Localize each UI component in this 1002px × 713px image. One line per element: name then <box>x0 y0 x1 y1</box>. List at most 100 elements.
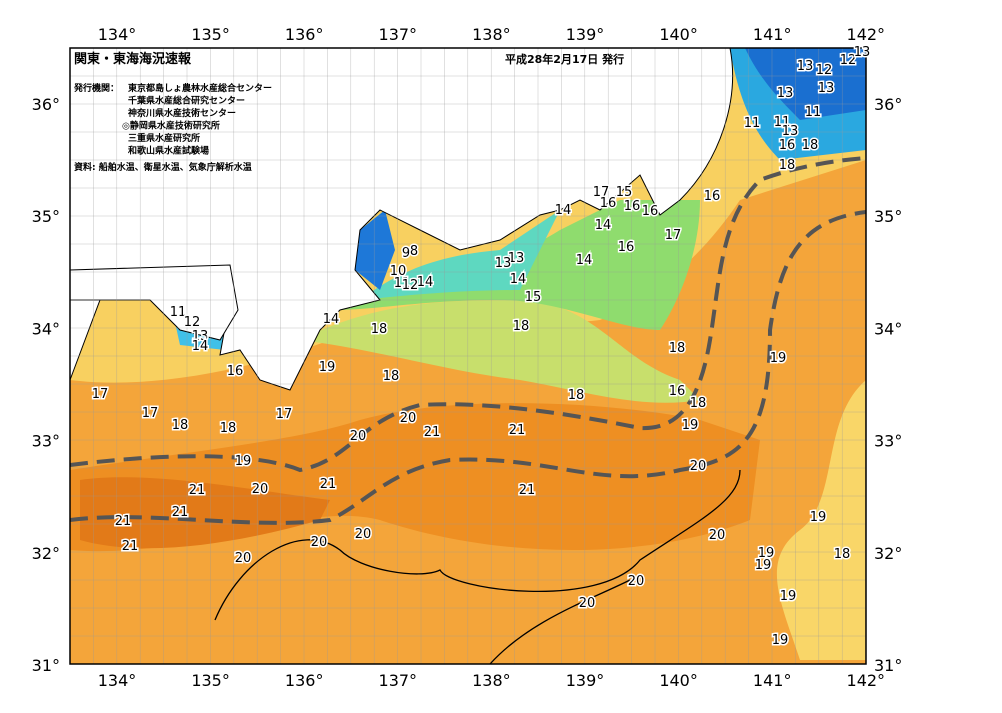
contour-label: 18 <box>383 369 400 384</box>
contour-label: 14 <box>555 203 572 218</box>
contour-label: 12 <box>184 315 201 330</box>
contour-label: 15 <box>616 185 633 200</box>
contour-label: 13 <box>495 256 512 271</box>
issuer: 三重県水産研究所 <box>128 132 200 144</box>
contour-label: 18 <box>802 138 819 153</box>
title: 関東・東海海況速報 <box>74 51 192 67</box>
contour-label: 11 <box>394 276 411 291</box>
lat-tick-label: 36° <box>874 95 902 114</box>
lon-tick-label: 139° <box>566 671 605 690</box>
contour-label: 18 <box>371 322 388 337</box>
contour-label: 14 <box>417 275 434 290</box>
contour-label: 16 <box>227 364 244 379</box>
grid <box>70 48 866 664</box>
sea-east-cool <box>776 380 866 660</box>
lon-tick-label: 138° <box>472 25 511 44</box>
lat-tick-label: 33° <box>874 432 902 451</box>
contour-label: 19 <box>755 558 772 573</box>
contour-label: 13 <box>782 124 799 139</box>
contour-label: 21 <box>320 477 337 492</box>
contour-label: 19 <box>758 546 775 561</box>
contour-label: 10 <box>390 264 407 279</box>
contour-label: 20 <box>252 482 269 497</box>
contour-label: 11 <box>774 115 791 130</box>
contour-label: 19 <box>235 454 252 469</box>
contour-label: 18 <box>779 158 796 173</box>
lat-tick-label: 32° <box>874 544 902 563</box>
contour-label: 20 <box>235 551 252 566</box>
contour-label: 19 <box>810 510 827 525</box>
contour-label: 20 <box>400 411 417 426</box>
lon-tick-label: 142° <box>847 671 886 690</box>
contour-label: 12 <box>816 63 833 78</box>
contour-label: 20 <box>628 574 645 589</box>
contour-label: 19 <box>772 633 789 648</box>
lat-tick-label: 34° <box>32 319 60 338</box>
contour-label: 19 <box>770 351 787 366</box>
lat-tick-label: 34° <box>874 319 902 338</box>
lon-tick-label: 136° <box>285 671 324 690</box>
sea-cool-band <box>300 300 700 403</box>
contour-label: 18 <box>690 396 707 411</box>
contour-label: 14 <box>595 218 612 233</box>
contour-label: 12 <box>402 278 419 293</box>
contour-label: 18 <box>220 421 237 436</box>
issuers: 東京都島しょ農林水産総合センター千葉県水産総合研究センター神奈川県水産技術センタ… <box>122 82 272 157</box>
contour-label: 14 <box>192 339 209 354</box>
lon-tick-label: 137° <box>379 25 418 44</box>
contour-label: 16 <box>704 189 721 204</box>
contour-label: 21 <box>122 539 139 554</box>
lon-tick-label: 135° <box>191 25 230 44</box>
contour-label: 15 <box>525 290 542 305</box>
issuer: 和歌山県水産試験場 <box>127 145 209 157</box>
contour-label: 13 <box>508 251 525 266</box>
lon-tick-label: 134° <box>98 671 137 690</box>
lat-tick-label: 35° <box>32 207 60 226</box>
lon-tick-label: 137° <box>379 671 418 690</box>
kuroshio-south <box>70 210 866 525</box>
issuer: 千葉県水産総合研究センター <box>128 95 245 107</box>
contour-label: 16 <box>779 138 796 153</box>
contour-label: 8 <box>410 244 418 259</box>
contour-label: 21 <box>509 423 526 438</box>
contour-label: 20 <box>311 535 328 550</box>
contour-label: 17 <box>142 406 159 421</box>
sea-coldest <box>745 48 866 120</box>
issuer: 神奈川県水産技術センター <box>128 107 236 119</box>
contour-label: 18 <box>513 319 530 334</box>
kuroshio-north <box>70 156 866 473</box>
contour-label: 11 <box>805 105 822 120</box>
contour-label: 16 <box>600 196 617 211</box>
lat-tick-label: 35° <box>874 207 902 226</box>
lat-tick-label: 31° <box>32 656 60 675</box>
lon-tick-label: 140° <box>659 671 698 690</box>
lon-tick-label: 134° <box>98 25 137 44</box>
contour-label: 9 <box>402 246 410 261</box>
contour-label: 21 <box>172 505 189 520</box>
contour-label: 16 <box>618 240 635 255</box>
map-area <box>70 48 866 664</box>
ise-bay <box>355 210 395 290</box>
issuers-label: 発行機関： <box>73 82 119 94</box>
contour-label: 14 <box>323 312 340 327</box>
contour-label: 17 <box>276 407 293 422</box>
issuer: 東京都島しょ農林水産総合センター <box>128 82 272 94</box>
contour-label: 18 <box>834 547 851 562</box>
lat-tick-label: 31° <box>874 656 902 675</box>
contour-label: 20 <box>709 528 726 543</box>
contour-label: 13 <box>854 45 871 60</box>
contour-label: 16 <box>669 384 686 399</box>
contour-label: 18 <box>669 341 686 356</box>
lon-tick-label: 139° <box>566 25 605 44</box>
contour-label: 21 <box>189 483 206 498</box>
lon-tick-label: 141° <box>753 25 792 44</box>
lon-tick-label: 135° <box>191 671 230 690</box>
lat-tick-label: 36° <box>32 95 60 114</box>
contour-label: 13 <box>818 81 835 96</box>
contour-label: 21 <box>519 483 536 498</box>
contour-label: 14 <box>576 253 593 268</box>
contour-label: 20 <box>690 459 707 474</box>
contour-label: 17 <box>665 228 682 243</box>
